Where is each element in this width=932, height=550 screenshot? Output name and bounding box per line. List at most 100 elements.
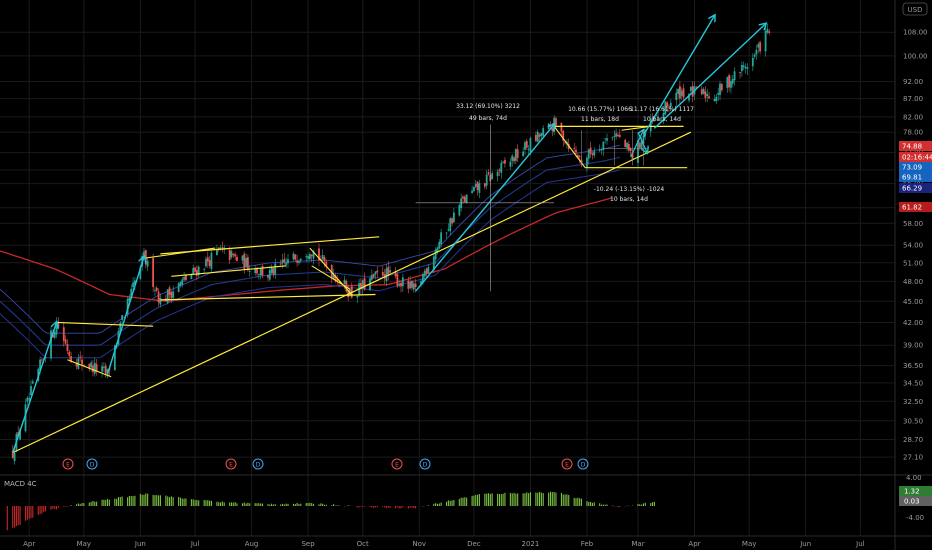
candle-body (361, 280, 364, 289)
earnings-marker[interactable]: E (561, 458, 573, 470)
candle-body (197, 266, 200, 276)
marker-circle (62, 458, 74, 470)
candle-body (476, 181, 479, 191)
price-tick-label: 45.00 (903, 298, 923, 306)
candle-body (726, 77, 729, 88)
candle-body (669, 102, 672, 107)
candle-body (421, 274, 424, 284)
candle-body (95, 364, 98, 372)
earnings-marker[interactable]: E (62, 458, 74, 470)
candle-body (611, 137, 614, 139)
candle-body (535, 134, 537, 141)
earnings-marker[interactable]: E (391, 458, 403, 470)
marker-label: E (66, 462, 70, 469)
arrow-line[interactable] (106, 257, 144, 375)
candle-body (682, 88, 685, 98)
candle-body (381, 271, 384, 276)
dividend-marker[interactable]: D (419, 458, 431, 470)
price-tick-label: 28.70 (903, 436, 923, 444)
candle-body (463, 196, 466, 202)
month-label: May (742, 540, 756, 548)
candle-body (334, 275, 337, 282)
price-tag-bg (899, 162, 932, 172)
candle-body (759, 42, 762, 52)
month-label: Jul (190, 540, 200, 548)
candle-body (746, 67, 749, 69)
candle-body (627, 144, 630, 151)
candle-body (689, 86, 692, 91)
candle-body (230, 251, 233, 258)
pattern-line[interactable] (56, 321, 154, 327)
dividend-marker[interactable]: D (252, 458, 264, 470)
price-tick-label: 58.00 (903, 220, 923, 228)
price-tick-label: 32.50 (903, 398, 923, 406)
candle-body (425, 268, 428, 274)
trend-drawings[interactable] (12, 16, 766, 454)
candle-body (549, 124, 552, 128)
candle-body (206, 257, 209, 262)
arrow-line[interactable] (12, 322, 57, 453)
candle-body (68, 351, 71, 356)
candle-body (542, 128, 545, 136)
month-label: Jun (134, 540, 146, 548)
candle-body (720, 83, 723, 91)
month-label: Sep (301, 540, 315, 548)
candle-body (766, 28, 769, 33)
candle-body (496, 171, 499, 177)
dividend-marker[interactable]: D (86, 458, 98, 470)
currency-badge[interactable] (902, 2, 928, 16)
candle-body (119, 322, 122, 332)
pattern-line[interactable] (67, 359, 112, 378)
candle-body (751, 57, 754, 67)
pattern-line[interactable] (171, 265, 287, 277)
candle-body (615, 133, 618, 137)
month-label: Dec (467, 540, 481, 548)
pattern-line[interactable] (309, 247, 353, 295)
trendline[interactable] (160, 293, 376, 301)
candle-body (245, 257, 247, 267)
earnings-marker[interactable]: E (225, 458, 237, 470)
candle-body (704, 91, 707, 99)
candle-body (742, 65, 745, 68)
pattern-line[interactable] (311, 265, 351, 290)
price-tick-label: 27.10 (903, 454, 923, 462)
candle-body (427, 267, 430, 274)
candle-body (452, 212, 455, 223)
trendline[interactable] (12, 131, 692, 454)
arrow-line[interactable] (415, 124, 555, 292)
arrow-line[interactable] (637, 131, 647, 152)
candle-body (66, 344, 69, 351)
pattern-line[interactable] (145, 247, 216, 259)
candle-body (93, 362, 96, 374)
candle-body (323, 257, 326, 262)
ema-slow-line (0, 197, 613, 302)
ema-mid-line (0, 169, 620, 359)
month-label: Mar (631, 540, 644, 548)
month-label: Feb (581, 540, 594, 548)
arrow-line[interactable] (630, 130, 644, 158)
candle-body (434, 249, 437, 260)
price-tick-label: 48.00 (903, 278, 923, 286)
price-tick-label: 92.00 (903, 78, 923, 86)
arrow-line[interactable] (644, 16, 714, 133)
month-label: Apr (23, 540, 35, 548)
price-tag: 74.88 (899, 141, 932, 151)
candle-body (92, 365, 94, 373)
arrow-line[interactable] (653, 24, 765, 129)
candle-body (292, 253, 295, 260)
candle-body (525, 140, 528, 148)
price-tag-label: 69.81 (902, 174, 922, 182)
candle-body (728, 75, 731, 88)
candle-body (228, 249, 231, 260)
candle-body (272, 268, 275, 275)
pattern-line[interactable] (553, 126, 586, 169)
candle-body (356, 296, 359, 298)
pattern-line[interactable] (621, 125, 651, 131)
candle-body (447, 229, 450, 231)
candle-body (166, 289, 169, 303)
dividend-marker[interactable]: D (577, 458, 589, 470)
marker-circle (86, 458, 98, 470)
candle-body (591, 153, 594, 155)
